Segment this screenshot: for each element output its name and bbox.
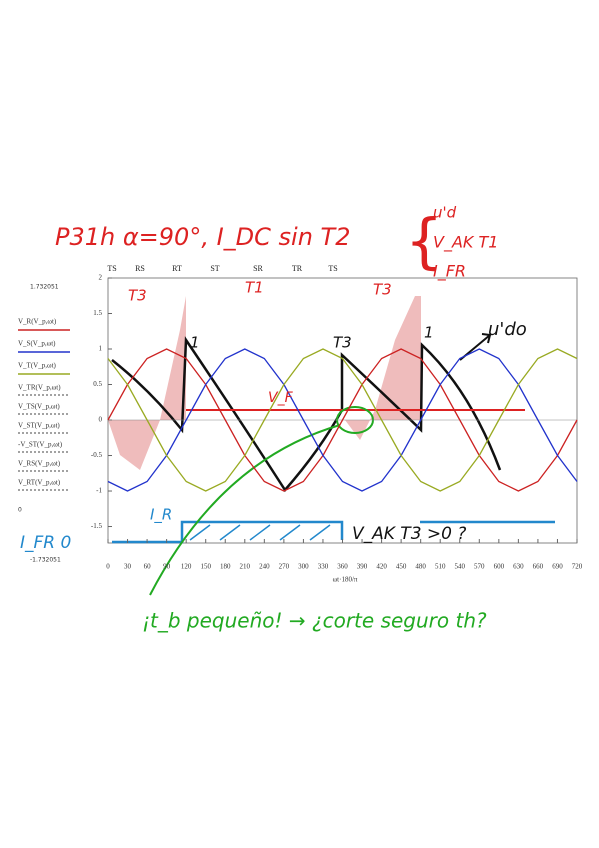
freehand-line: [112, 520, 555, 544]
annotation: V_AK T3 >0 ?: [352, 524, 466, 544]
annotation: T1: [245, 279, 264, 297]
x-tick-label: 30: [124, 563, 132, 571]
brace: {: [405, 207, 443, 277]
y-tick-label: 1.5: [93, 309, 102, 317]
legend-label: V_TS(V_p,ωt): [18, 403, 60, 411]
annotation: V_F: [268, 390, 294, 406]
x-tick-label: 690: [552, 563, 563, 571]
annotation: T3: [333, 334, 352, 352]
x-tick-label: 60: [144, 563, 152, 571]
annotation: V_AK T1: [433, 233, 498, 253]
x-tick-label: 390: [357, 563, 368, 571]
y-tick-label: -0.5: [91, 451, 103, 459]
x-tick-label: 300: [298, 563, 309, 571]
legend-label: V_RT(V_p,ωt): [18, 479, 61, 487]
x-tick-label: 570: [474, 563, 485, 571]
legend-label: V_R(V_p,ωt): [18, 318, 57, 326]
x-tick-label: 480: [415, 563, 426, 571]
x-tick-label: 0: [106, 563, 110, 571]
x-tick-label: 270: [279, 563, 290, 571]
legend-label: -V_ST(V_p,ωt): [18, 441, 63, 449]
freehand-curve: [111, 336, 502, 493]
annotation: ¡t_b pequeño! → ¿corte seguro th?: [142, 609, 487, 633]
x-tick-label: 450: [396, 563, 407, 571]
x-tick-label: 90: [163, 563, 171, 571]
phase-label: TS: [107, 264, 116, 273]
annotation: 1: [190, 334, 200, 352]
phase-label: SR: [253, 264, 263, 273]
annotation: I_R: [150, 506, 172, 525]
legend-label: V_T(V_p,ωt): [18, 362, 57, 370]
annotation: 0: [18, 507, 22, 514]
legend-label: V_TR(V_p,ωt): [18, 384, 61, 392]
x-tick-label: 420: [376, 563, 387, 571]
x-tick-label: 510: [435, 563, 446, 571]
y-tick-label: 2: [99, 274, 103, 282]
hatch: [189, 524, 331, 541]
annotation: T3: [128, 287, 147, 305]
y-tick-label: 1: [99, 345, 103, 353]
y-tick-label: 0.5: [93, 380, 102, 388]
annotation: I_FR: [433, 262, 466, 282]
phase-label: ST: [210, 264, 219, 273]
phase-label: TR: [292, 264, 303, 273]
annotation: -1.732051: [30, 557, 61, 564]
annotation: u'd: [433, 204, 457, 222]
legend-label: V_S(V_p,ωt): [18, 340, 56, 348]
x-tick-label: 660: [533, 563, 544, 571]
arrow: [149, 424, 341, 596]
y-tick-label: 0: [99, 416, 103, 424]
x-tick-label: 540: [455, 563, 466, 571]
shade: [345, 296, 421, 440]
x-tick-label: 210: [240, 563, 251, 571]
phase-label: TS: [328, 264, 337, 273]
legend-label: V_ST(V_p,ωt): [18, 422, 60, 430]
x-axis-label: ωt·180/π: [333, 576, 358, 584]
x-tick-label: 600: [494, 563, 505, 571]
x-tick-label: 240: [259, 563, 270, 571]
x-tick-label: 720: [572, 563, 583, 571]
phase-label: RS: [135, 264, 145, 273]
series-line: [107, 348, 578, 492]
y-tick-label: -1.5: [91, 522, 103, 530]
x-tick-label: 330: [318, 563, 329, 571]
series-line: [107, 348, 578, 492]
shade: [108, 296, 186, 470]
x-tick-label: 630: [513, 563, 524, 571]
legend-label: V_RS(V_p,ωt): [18, 460, 61, 468]
x-tick-label: 360: [337, 563, 348, 571]
annotation: u'do: [488, 319, 527, 340]
x-tick-label: 180: [220, 563, 231, 571]
annotation: 1.732051: [30, 284, 59, 291]
phase-label: RT: [172, 264, 182, 273]
x-tick-label: 150: [200, 563, 211, 571]
annotation: T3: [373, 281, 392, 299]
annotation: I_FR 0: [20, 533, 71, 553]
y-tick-label: -1: [96, 487, 102, 495]
annotation: 1: [424, 324, 434, 342]
annotation: P31h α=90°, I_DC sin T2: [55, 223, 350, 251]
x-tick-label: 120: [181, 563, 192, 571]
series-line: [107, 348, 578, 492]
